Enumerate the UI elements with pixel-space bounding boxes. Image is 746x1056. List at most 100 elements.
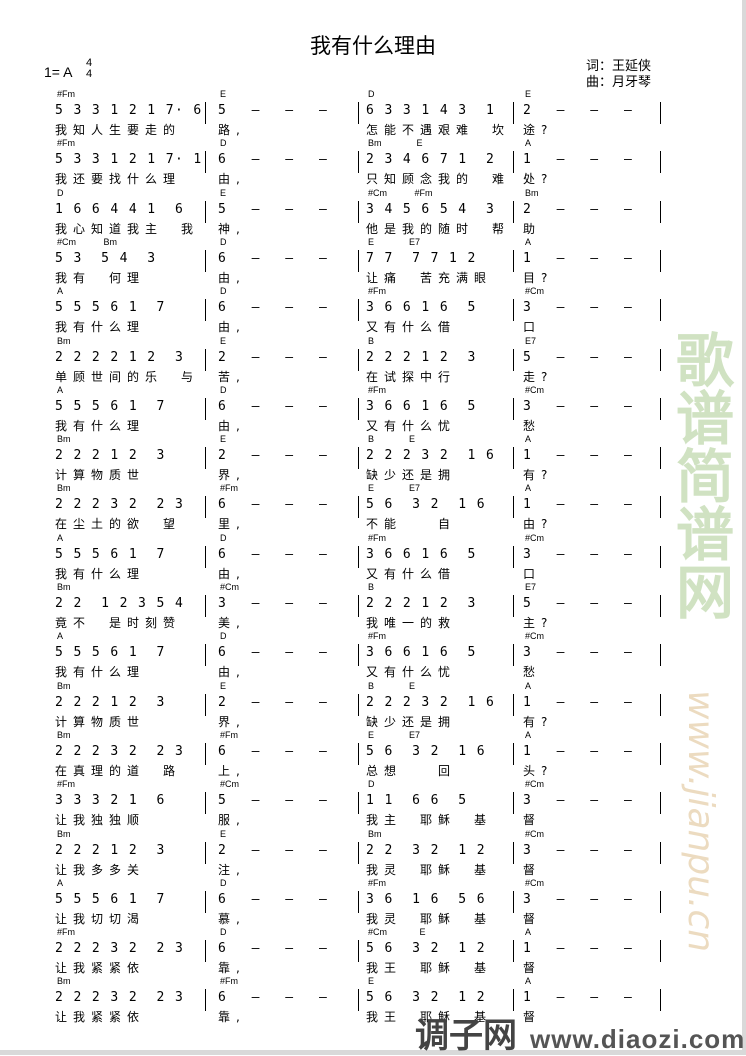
score-system: #Fm 5 3 3 1 2 1 7· 1 我还要找什么理 D 6 – – – 由, Bm E… [0, 138, 746, 190]
bar-line [358, 299, 359, 322]
chord-label: Bm [57, 680, 71, 691]
score-system: A 5 5 5 6 1 7 我有什么理 D 6 – – – 由, #Fm 3 6 6 1 6 … [0, 286, 746, 338]
bar-line [513, 595, 514, 617]
bar-line [358, 644, 359, 667]
bar-line [513, 989, 514, 1012]
lyric-text: 靠, [218, 1010, 246, 1025]
note-sequence: 3 6 1 6 5 6 [366, 891, 486, 907]
watermark-url-faint: www.jianpu.cn [680, 690, 721, 953]
bar-line [660, 447, 661, 470]
note-sequence: 2 – – – [218, 842, 336, 858]
watermark-green: 歌谱简谱网 [666, 330, 734, 620]
chord-label: B [368, 335, 375, 346]
lyric-text: 又有什么忧 [366, 665, 457, 680]
chord-label: D [220, 927, 227, 938]
lyric-text: 注, [218, 862, 246, 877]
bar-line [513, 496, 514, 519]
bar-line [513, 940, 514, 963]
bar-line [205, 447, 206, 470]
lyric-text: 在真理的道 路 [55, 763, 182, 778]
note-sequence: 6 – – – [218, 891, 336, 907]
lyric-text: 我主 耶稣 基 [366, 813, 493, 828]
lyric-text: 我有什么理 [55, 418, 146, 433]
watermark-brand: 调子网 [415, 1016, 517, 1056]
chord-label: B [368, 582, 375, 592]
note-sequence: 7 7 7 7 1 2 [366, 250, 477, 266]
lyric-text: 督 [523, 911, 542, 926]
lyric-text: 在试探中行 [366, 369, 457, 384]
note-sequence: 3 4 5 6 5 4 3 [366, 201, 496, 217]
note-sequence: 1 – – – [523, 497, 641, 513]
note-sequence: 2 2 2 1 2 3 [55, 842, 166, 858]
score-system: Bm 2 2 2 3 2 2 3 在真理的道 路 #Fm 6 – – – 上, E E7 5 … [0, 729, 746, 782]
lyric-text: 我知人生要走的 [55, 123, 182, 137]
chord-label: E [220, 434, 227, 445]
lyric-text: 助 [523, 221, 542, 236]
bar-line [513, 151, 514, 174]
score-system: Bm 2 2 2 1 2 3 计算物质世 E 2 – – – 界, B E 2 2 2 3 2… [0, 680, 746, 733]
lyric-text: 由, [218, 566, 246, 581]
score-system: A 5 5 5 6 1 7 我有什么理 D 6 – – – 由, #Fm 3 6 6 1 6 … [0, 385, 746, 437]
lyric-text: 让痛 苦充满眼 [366, 270, 493, 285]
bar-line [660, 249, 661, 272]
chord-label: #Fm [57, 779, 75, 790]
chord-label: D [220, 532, 227, 543]
lyric-text: 我有什么理 [55, 665, 146, 680]
chord-label: E [220, 680, 227, 691]
lyric-text: 界, [218, 468, 246, 483]
lyric-text: 口 [523, 566, 542, 581]
note-sequence: 5 6 3 2 1 6 [366, 743, 486, 759]
chord-label: A [525, 236, 532, 247]
watermark-brand-url: www.diaozi.com [530, 1024, 746, 1054]
bar-line [358, 496, 359, 519]
note-sequence: 2 2 2 3 2 2 3 [55, 497, 185, 513]
bar-line [205, 545, 206, 568]
note-sequence: 5 6 3 2 1 2 [366, 990, 486, 1006]
note-sequence: 5 5 5 6 1 7 [55, 398, 166, 414]
bar-line [358, 841, 359, 864]
chord-label: #Cm [525, 532, 545, 543]
lyric-text: 督 [523, 862, 542, 877]
chord-label: #Fm [368, 877, 386, 888]
lyric-text: 目? [523, 270, 554, 285]
note-sequence: 3 – – – [523, 793, 641, 809]
chord-label: E7 [525, 582, 537, 592]
chord-label: #Cm Bm [57, 236, 118, 247]
bar-line [358, 397, 359, 420]
note-sequence: 1 – – – [523, 448, 641, 464]
lyric-text: 上, [218, 763, 246, 778]
lyric-text: 我王 耶稣 基 [366, 961, 493, 976]
note-sequence: 5 – – – [218, 201, 336, 217]
note-sequence: 1 6 6 4 4 1 6 [55, 201, 185, 217]
bar-line [358, 989, 359, 1012]
bar-line [205, 940, 206, 963]
lyric-text: 愁 [523, 418, 542, 433]
bar-line [358, 890, 359, 913]
bar-line [660, 742, 661, 765]
chord-label: #Cm #Fm [368, 187, 433, 198]
note-sequence: 2 2 3 2 1 2 [366, 842, 486, 858]
bar-line [358, 693, 359, 716]
chord-label: #Cm [525, 779, 545, 790]
lyric-text: 总想 回 [366, 763, 457, 778]
lyric-text: 又有什么忧 [366, 418, 457, 433]
bar-line [513, 102, 514, 124]
lyricist: 词：王延侠 [586, 59, 652, 74]
bar-line [660, 496, 661, 519]
chord-label: E [220, 828, 227, 839]
bar-line [660, 200, 661, 223]
chord-label: A [525, 976, 532, 987]
bar-line [513, 397, 514, 420]
time-signature-bottom: 4 [86, 68, 93, 80]
score-system: Bm 2 2 2 2 1 2 3 单顾世间的乐 与 E 2 – – – 苦, B 2 2 2 … [0, 335, 746, 388]
lyric-text: 他是我的随时 帮 [366, 221, 511, 236]
note-sequence: 2 – – – [218, 448, 336, 464]
chord-label: A [525, 729, 532, 740]
note-sequence: 2 – – – [218, 694, 336, 710]
bar-line [513, 249, 514, 272]
bar-line [513, 742, 514, 765]
note-sequence: 5 5 5 6 1 7 [55, 891, 166, 907]
score-system: #Fm 2 2 2 3 2 2 3 让我紧紧依 D 6 – – – 靠, #Cm E 5 6 … [0, 927, 746, 979]
bar-line [205, 989, 206, 1012]
chord-label: A [525, 434, 532, 445]
